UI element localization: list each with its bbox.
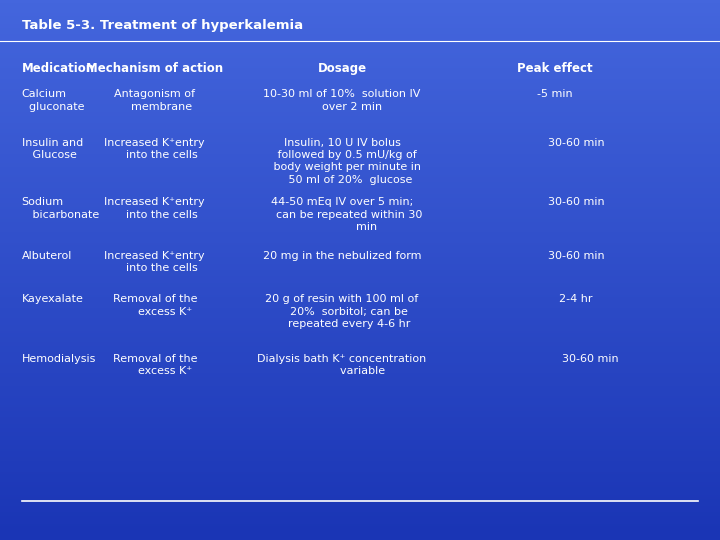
Text: Hemodialysis: Hemodialysis xyxy=(22,354,96,364)
Text: Peak effect: Peak effect xyxy=(516,62,593,75)
Text: 10-30 ml of 10%  solution IV
      over 2 min: 10-30 ml of 10% solution IV over 2 min xyxy=(264,89,420,111)
Text: Sodium
   bicarbonate: Sodium bicarbonate xyxy=(22,197,99,219)
Text: Kayexalate: Kayexalate xyxy=(22,294,84,305)
Text: Increased K⁺entry
    into the cells: Increased K⁺entry into the cells xyxy=(104,197,205,219)
Text: 20 mg in the nebulized form: 20 mg in the nebulized form xyxy=(263,251,421,261)
Text: Antagonism of
    membrane: Antagonism of membrane xyxy=(114,89,195,111)
Text: Removal of the
      excess K⁺: Removal of the excess K⁺ xyxy=(112,294,197,316)
Text: Dosage: Dosage xyxy=(318,62,366,75)
Text: 44-50 mEq IV over 5 min;
    can be repeated within 30
              min: 44-50 mEq IV over 5 min; can be repeated… xyxy=(262,197,422,232)
Text: Calcium
  gluconate: Calcium gluconate xyxy=(22,89,84,111)
Text: 30-60 min: 30-60 min xyxy=(548,197,604,207)
Text: 30-60 min: 30-60 min xyxy=(548,138,604,148)
Text: Dialysis bath K⁺ concentration
            variable: Dialysis bath K⁺ concentration variable xyxy=(257,354,427,376)
Text: 30-60 min: 30-60 min xyxy=(562,354,618,364)
Text: 2-4 hr: 2-4 hr xyxy=(559,294,593,305)
Text: Increased K⁺entry
    into the cells: Increased K⁺entry into the cells xyxy=(104,138,205,160)
Text: 30-60 min: 30-60 min xyxy=(548,251,604,261)
Text: Medication: Medication xyxy=(22,62,95,75)
Text: 20 g of resin with 100 ml of
    20%  sorbitol; can be
    repeated every 4-6 hr: 20 g of resin with 100 ml of 20% sorbito… xyxy=(266,294,418,329)
Text: Albuterol: Albuterol xyxy=(22,251,72,261)
Text: -5 min: -5 min xyxy=(536,89,572,99)
Text: Increased K⁺entry
    into the cells: Increased K⁺entry into the cells xyxy=(104,251,205,273)
Text: Removal of the
      excess K⁺: Removal of the excess K⁺ xyxy=(112,354,197,376)
Text: Mechanism of action: Mechanism of action xyxy=(86,62,223,75)
Text: Insulin, 10 U IV bolus
   followed by 0.5 mU/kg of
   body weight per minute in
: Insulin, 10 U IV bolus followed by 0.5 m… xyxy=(263,138,421,185)
Text: Insulin and
   Glucose: Insulin and Glucose xyxy=(22,138,83,160)
Text: Table 5-3. Treatment of hyperkalemia: Table 5-3. Treatment of hyperkalemia xyxy=(22,19,302,32)
